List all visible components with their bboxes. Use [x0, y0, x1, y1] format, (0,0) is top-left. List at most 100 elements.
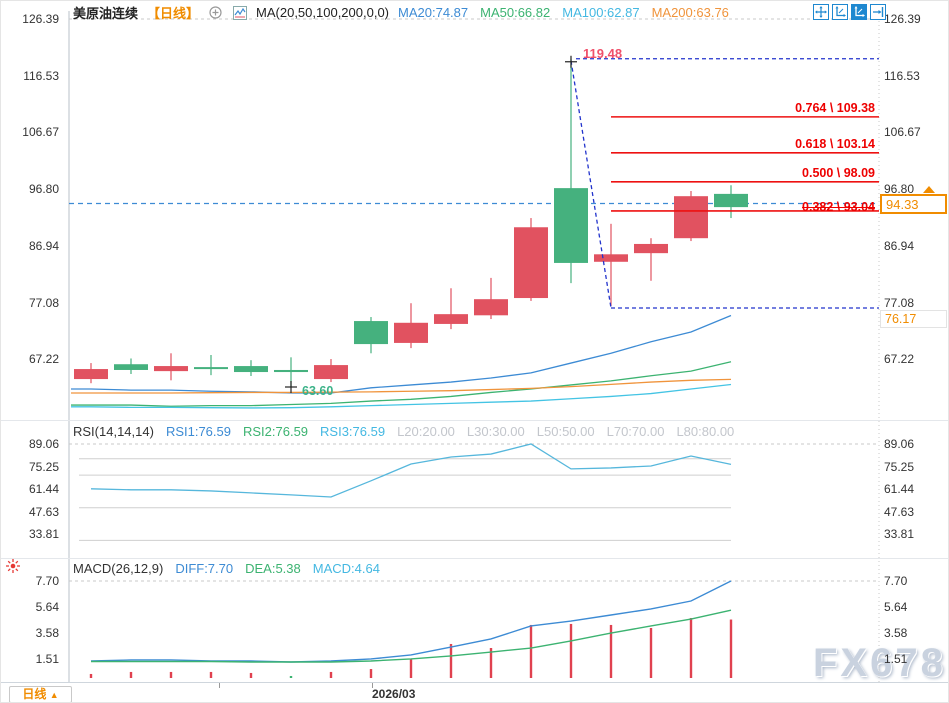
candle[interactable] — [154, 366, 188, 372]
y-axis-label: 89.06 — [28, 437, 59, 451]
y-axis-label: 126.39 — [884, 12, 921, 26]
y-axis-label: 33.81 — [884, 527, 915, 542]
candle[interactable] — [674, 196, 708, 239]
y-axis-label: 77.08 — [28, 295, 59, 310]
indicator-value-label: L70:70.00 — [606, 424, 665, 439]
y-axis-label: 77.08 — [884, 295, 915, 310]
ma50-line — [71, 361, 732, 407]
fib-level-label[interactable]: 0.500 \ 98.09 — [802, 165, 875, 180]
fib-low-price-box: 76.17 — [880, 309, 947, 328]
indicator-value-label: RSI2:76.59 — [242, 424, 309, 439]
fib-high-price-label: 119.48 — [583, 46, 623, 61]
y-axis-label: 75.25 — [884, 459, 915, 474]
candle[interactable] — [474, 299, 508, 316]
symbol-title: 美原油连续 — [73, 6, 139, 21]
macd-header: MACD(26,12,9) DIFF:7.70 DEA:5.38 MACD:4.64 — [73, 561, 380, 576]
y-axis-label: 1.51 — [35, 651, 59, 666]
rsi-guide-lines — [79, 458, 731, 541]
y-axis-label: 7.70 — [884, 573, 908, 588]
y-axis-label: 47.63 — [28, 504, 59, 519]
rsi-header: RSI(14,14,14) RSI1:76.59 RSI2:76.59 RSI3:7… — [73, 424, 734, 439]
rsi-values: RSI1:76.59 RSI2:76.59 RSI3:76.59 — [166, 424, 385, 439]
chart-header: 美原油连续 【日线】 MA(20,50,100,200,0,0) MA20:74… — [73, 3, 729, 22]
candle[interactable] — [434, 314, 468, 324]
candlestick-series[interactable] — [74, 58, 748, 388]
y-axis-label: 89.06 — [884, 437, 915, 451]
candle[interactable] — [554, 188, 588, 263]
candle[interactable] — [314, 365, 348, 380]
candle[interactable] — [594, 254, 628, 262]
indicator-value-label: L30:30.00 — [466, 424, 525, 439]
y-axis-label: 61.44 — [28, 482, 59, 497]
indicator-value-label: DEA:5.38 — [245, 561, 301, 576]
indicator-value-label: RSI3:76.59 — [320, 424, 386, 439]
y-axis-label: 3.58 — [35, 625, 59, 640]
y-axis-label: 5.64 — [35, 599, 59, 614]
indicator-value-label: MA100:62.87 — [562, 5, 640, 20]
y-axis-label: 106.67 — [22, 125, 59, 140]
y-axis-label: 96.80 — [28, 182, 59, 197]
period-arrow-icon: ▲ — [49, 690, 59, 700]
candle[interactable] — [234, 366, 268, 373]
indicator-value-label: DIFF:7.70 — [175, 561, 234, 576]
current-price-box: 94.33 — [880, 194, 947, 215]
rsi-title[interactable]: RSI(14,14,14) — [73, 424, 154, 439]
indicator-value-label: MACD:4.64 — [312, 561, 380, 576]
y-axis-label: 7.70 — [35, 573, 59, 588]
y-axis-label: 61.44 — [884, 482, 915, 497]
candle[interactable] — [194, 367, 228, 370]
candle[interactable] — [114, 364, 148, 370]
indicator-value-label: RSI1:76.59 — [165, 424, 231, 439]
candle[interactable] — [354, 321, 388, 345]
crosshair-anchor — [565, 55, 577, 68]
candle[interactable] — [394, 322, 428, 343]
period-tag[interactable]: 【日线】 — [147, 6, 200, 21]
fibonacci-retracement[interactable] — [570, 58, 879, 309]
date-label: 2026/03 — [372, 687, 416, 701]
ma-values: MA20:74.87 MA50:66.82 MA100:62.87 MA200:63.… — [398, 5, 729, 20]
period-label: 日线 — [22, 687, 47, 701]
indicator-value-label: MA200:63.76 — [651, 5, 729, 20]
ma-settings-label[interactable]: MA(20,50,100,200,0,0) — [256, 5, 390, 20]
macd-values: DIFF:7.70 DEA:5.38 MACD:4.64 — [175, 561, 380, 576]
y-axis-label: 116.53 — [884, 68, 920, 83]
ma100-line — [71, 383, 732, 409]
ma200-line — [71, 378, 732, 394]
candle[interactable] — [274, 369, 308, 373]
ma20-line — [71, 314, 732, 394]
macd-dea-line — [91, 609, 732, 663]
y-axis-label: 96.80 — [884, 182, 915, 197]
rsi-line — [90, 443, 732, 498]
fib-level-label[interactable]: 0.382 \ 93.04 — [802, 199, 875, 214]
chart-style-icon[interactable] — [232, 5, 247, 20]
fib-level-label[interactable]: 0.764 \ 109.38 — [795, 100, 875, 115]
y-axis-label: 33.81 — [28, 527, 59, 542]
axis-scale-icon[interactable] — [832, 4, 848, 20]
axis-scale-active-icon[interactable] — [851, 4, 867, 20]
y-axis-label: 67.22 — [28, 352, 59, 367]
period-selector[interactable]: 日线 ▲ — [9, 686, 72, 702]
cursor-price-label: 63.60 — [302, 384, 334, 398]
y-axis-label: 126.39 — [22, 12, 59, 26]
pan-right-icon[interactable] — [870, 4, 886, 20]
candle[interactable] — [74, 369, 108, 380]
time-axis-bar: 日线 ▲ 2026/03 — [1, 682, 948, 702]
macd-title[interactable]: MACD(26,12,9) — [73, 561, 164, 576]
y-axis-label: 67.22 — [884, 352, 915, 367]
indicator-value-label: L20:20.00 — [397, 424, 455, 439]
candle[interactable] — [514, 227, 548, 299]
watermark: FX678 — [813, 641, 946, 685]
add-indicator-icon[interactable] — [208, 5, 223, 20]
candle[interactable] — [714, 193, 748, 208]
fib-level-label[interactable]: 0.618 \ 103.14 — [795, 136, 875, 151]
y-axis-label: 1.51 — [884, 651, 908, 666]
candle[interactable] — [634, 243, 668, 254]
macd-diff-line — [90, 580, 732, 663]
crosshair-move-icon[interactable] — [813, 4, 829, 20]
y-axis-label: 5.64 — [884, 599, 908, 614]
indicator-value-label: L80:80.00 — [676, 424, 735, 439]
live-session-icon[interactable] — [4, 557, 22, 580]
indicator-value-label: MA50:66.82 — [480, 5, 551, 20]
